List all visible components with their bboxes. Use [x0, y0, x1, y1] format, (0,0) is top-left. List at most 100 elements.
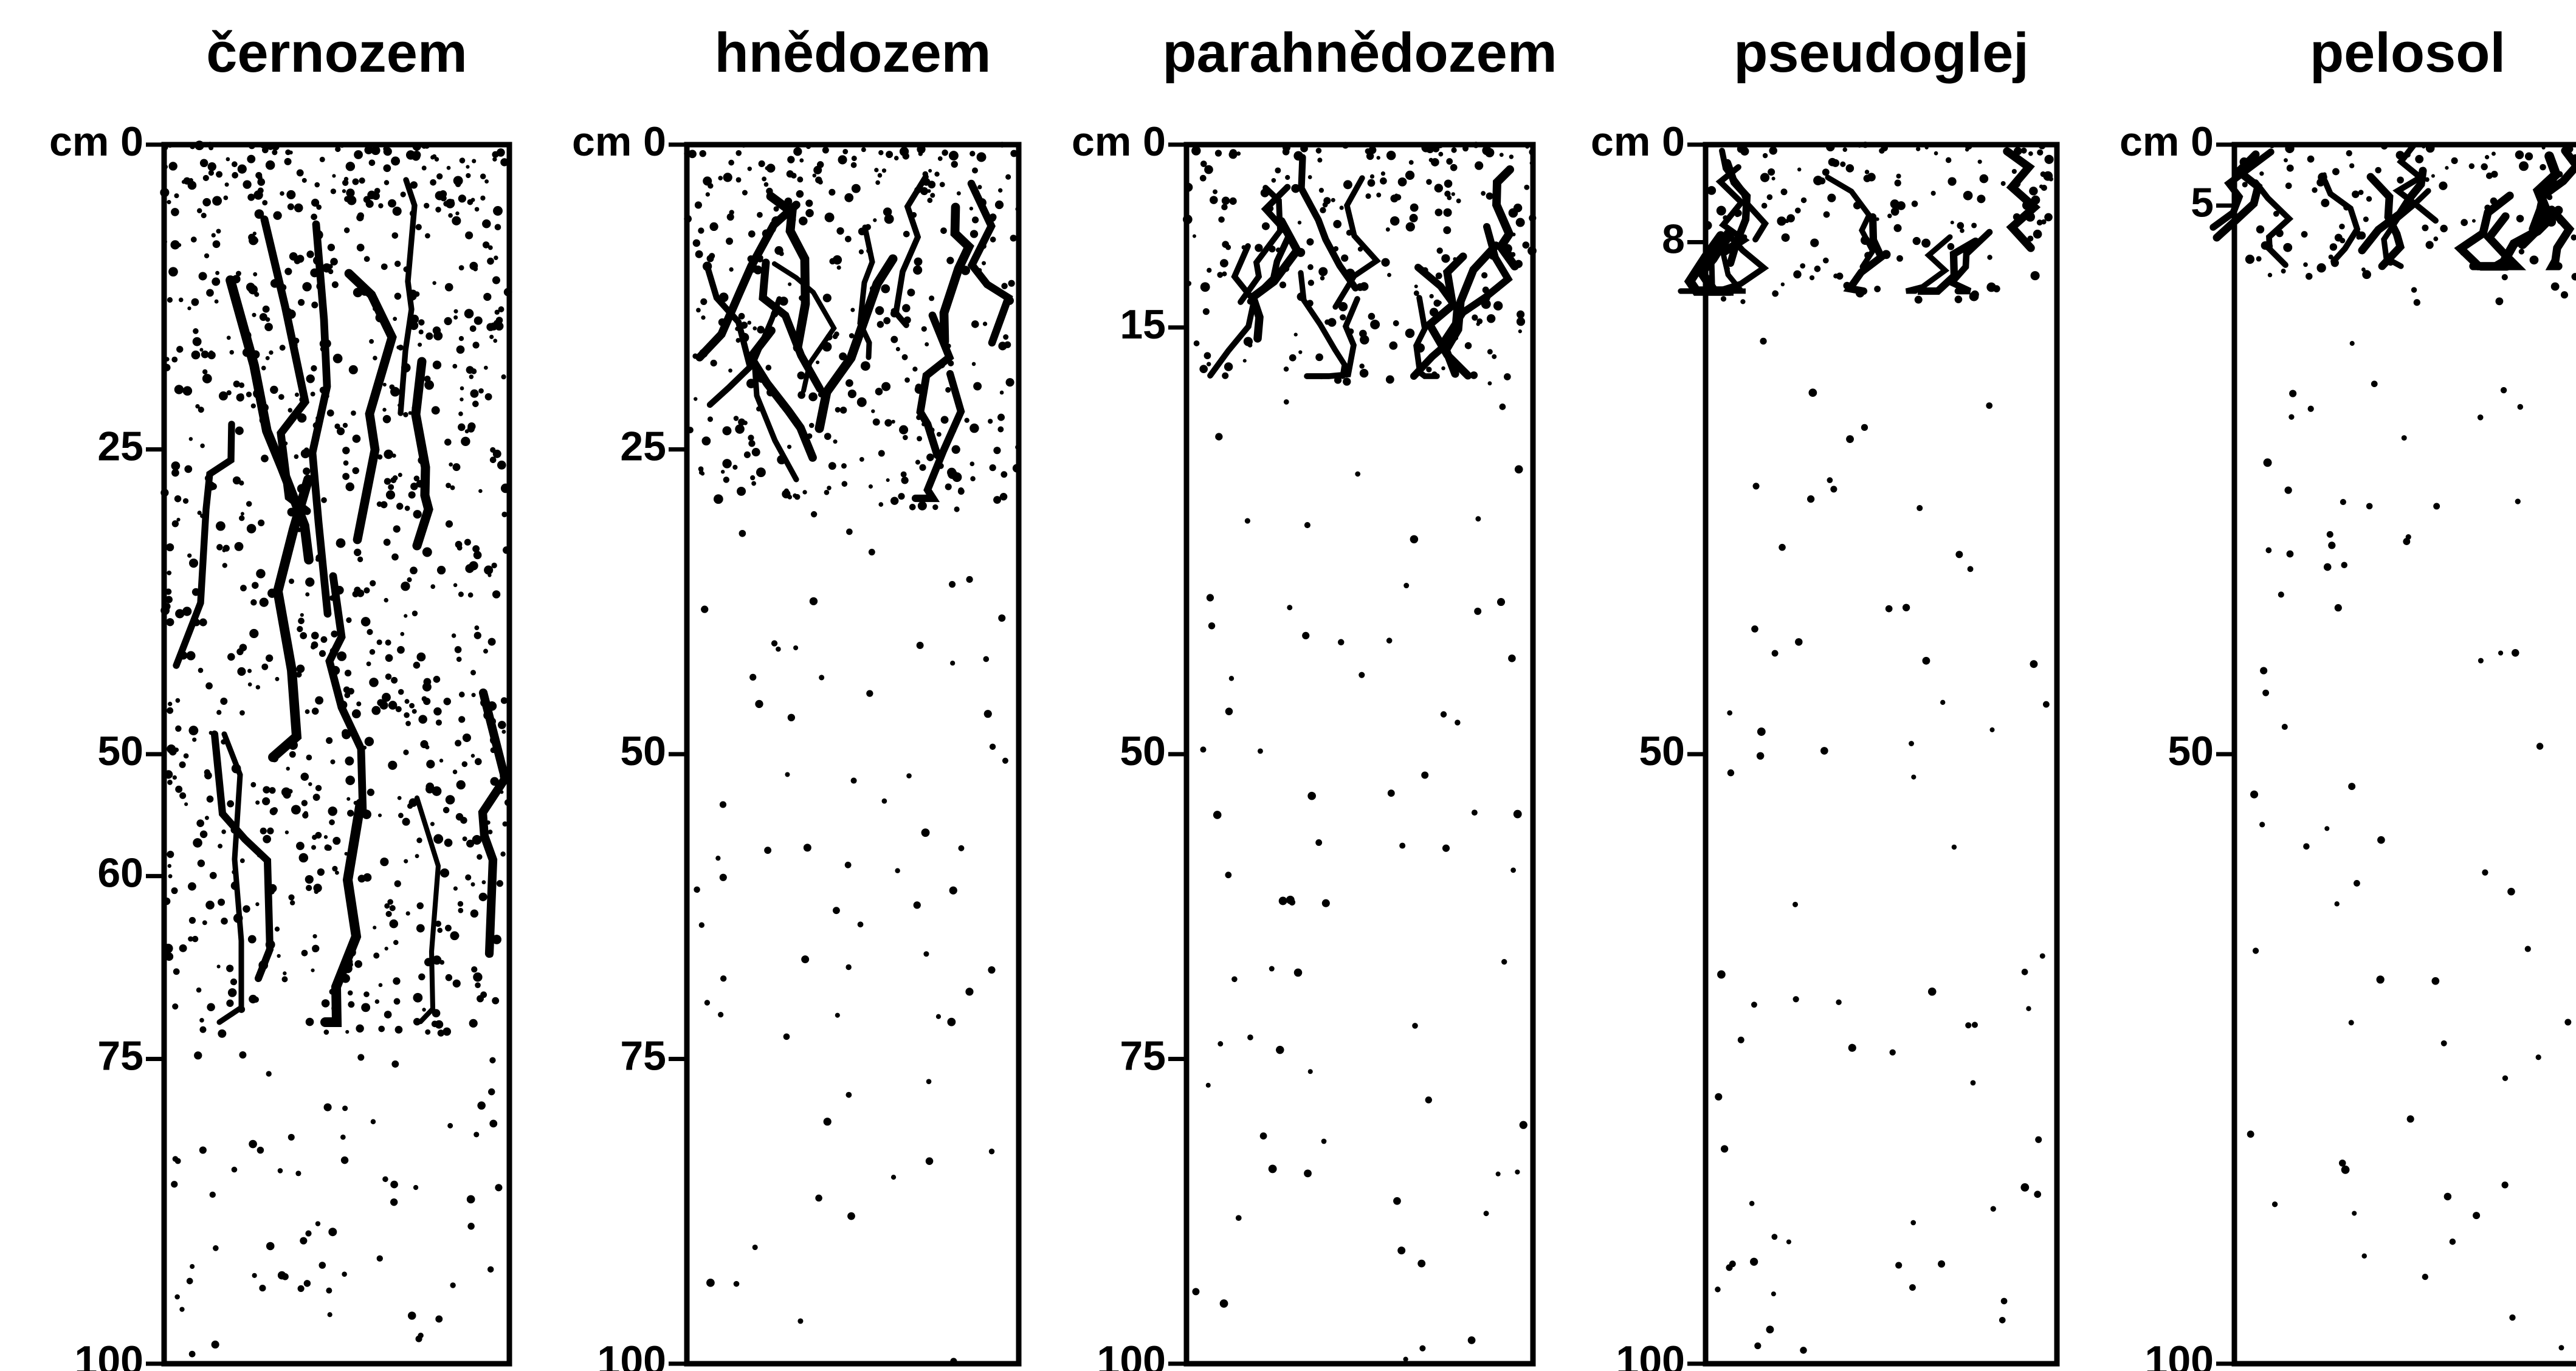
soil-grain	[421, 165, 427, 171]
soil-grain	[294, 203, 303, 213]
soil-dot	[2286, 550, 2294, 558]
soil-dot	[847, 1212, 855, 1220]
soil-grain	[212, 240, 221, 249]
soil-grain	[250, 403, 256, 409]
soil-dot	[2030, 660, 2038, 668]
soil-grain	[2415, 154, 2424, 163]
soil-grain	[262, 797, 270, 806]
soil-grain	[204, 769, 210, 776]
soil-dot	[2509, 1314, 2516, 1321]
soil-grain	[1275, 167, 1281, 174]
soil-grain	[484, 179, 489, 184]
soil-grain	[437, 927, 443, 933]
soil-dot	[1786, 1239, 1791, 1245]
soil-grain	[1199, 174, 1207, 182]
soil-grain	[404, 699, 410, 704]
soil-grain	[483, 365, 488, 370]
soil-dot	[1909, 1284, 1916, 1291]
soil-grain	[496, 880, 503, 887]
soil-grain	[184, 465, 193, 473]
soil-grain	[954, 506, 960, 512]
soil-dot	[1442, 844, 1450, 852]
soil-grain	[383, 164, 391, 173]
soil-grain	[872, 418, 880, 426]
soil-dot	[694, 886, 700, 893]
soil-dot	[1219, 1299, 1228, 1308]
soil-grain	[2322, 172, 2327, 177]
soil-dot	[2278, 591, 2284, 598]
soil-grain	[433, 834, 444, 844]
soil-dot	[1971, 1022, 1978, 1028]
soil-grain	[337, 651, 347, 661]
soil-grain	[497, 460, 506, 470]
soil-grain	[382, 414, 391, 424]
soil-grain	[452, 979, 461, 988]
soil-grain	[216, 521, 226, 531]
soil-grain	[188, 882, 196, 891]
depth-tick-label: 75	[1120, 1033, 1166, 1079]
soil-grain	[822, 294, 832, 303]
soil-dot	[174, 1294, 180, 1300]
soil-grain	[482, 219, 491, 228]
soil-dot	[1467, 1336, 1476, 1344]
soil-grain	[1339, 205, 1344, 210]
soil-grain	[255, 800, 260, 805]
soil-grain	[1317, 157, 1323, 163]
soil-grain	[424, 202, 430, 209]
soil-grain	[1322, 202, 1328, 208]
soil-grain	[199, 830, 208, 839]
soil-dot	[1495, 1171, 1501, 1177]
soil-grain	[1481, 191, 1486, 196]
soil-grain	[218, 1029, 227, 1038]
soil-dot	[2262, 689, 2270, 696]
soil-grain	[191, 298, 199, 306]
soil-grain	[192, 737, 197, 742]
soil-dot	[1846, 435, 1854, 443]
soil-grain	[352, 467, 359, 475]
soil-grain	[311, 213, 317, 221]
soil-grain	[458, 692, 465, 698]
root	[216, 731, 244, 1025]
soil-grain	[311, 301, 319, 309]
soil-grain	[883, 207, 892, 216]
soil-dot	[1231, 976, 1238, 983]
soil-grain	[2044, 154, 2054, 164]
soil-grain	[395, 706, 402, 712]
root	[210, 730, 274, 983]
soil-grain	[994, 497, 1000, 503]
soil-grain	[1842, 147, 1848, 152]
soil-grain	[221, 917, 228, 925]
soil-grain	[363, 587, 370, 594]
soil-grain	[1410, 203, 1419, 212]
soil-grain	[430, 822, 435, 826]
soil-grain	[464, 309, 474, 318]
soil-dot	[1917, 504, 1923, 512]
soil-grain	[236, 270, 241, 277]
soil-grain	[402, 817, 410, 826]
soil-grain	[969, 461, 975, 467]
soil-dot	[2371, 380, 2378, 388]
soil-grain	[167, 864, 172, 868]
soil-grain	[757, 326, 765, 334]
soil-dot	[906, 773, 912, 778]
soil-grain	[171, 520, 179, 527]
soil-grain	[323, 835, 328, 839]
soil-grain	[474, 316, 483, 325]
soil-dot	[211, 1340, 219, 1349]
soil-grain	[458, 423, 466, 431]
soil-grain	[2481, 163, 2488, 171]
soil-grain	[383, 147, 392, 156]
soil-grain	[378, 983, 383, 988]
soil-dot	[1836, 999, 1842, 1005]
soil-grain	[2340, 238, 2346, 244]
soil-grain	[692, 239, 701, 247]
soil-dot	[844, 861, 852, 868]
soil-grain	[391, 156, 401, 166]
soil-grain	[206, 289, 214, 297]
soil-dot	[2035, 1136, 2042, 1143]
soil-grain	[2281, 269, 2286, 274]
soil-grain	[1451, 147, 1457, 153]
depth-tick-label: 15	[1120, 301, 1166, 348]
soil-grain	[416, 924, 425, 933]
